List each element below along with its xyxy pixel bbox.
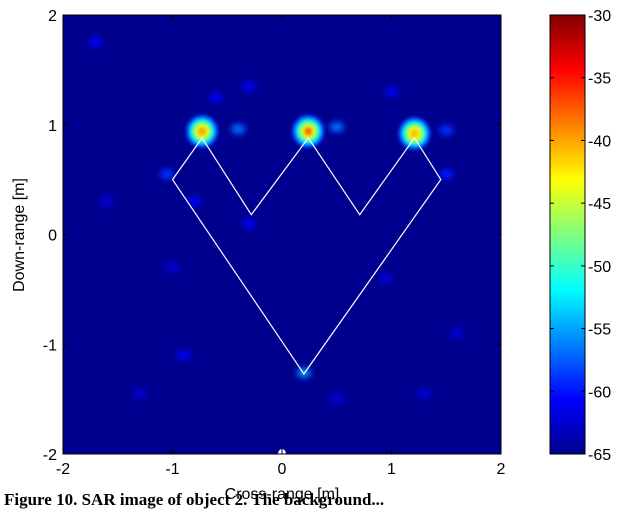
x-tick-label: -2 bbox=[56, 461, 70, 478]
weak-scatterer-6 bbox=[187, 196, 202, 207]
x-axis-label: Cross-range [m] bbox=[225, 486, 340, 503]
weak-scatterer-10 bbox=[384, 86, 399, 97]
weak-scatterer-17 bbox=[329, 394, 344, 405]
colorbar-tick-label: -30 bbox=[588, 8, 611, 25]
colorbar-tick-label: -35 bbox=[588, 71, 611, 88]
y-tick-label: -1 bbox=[43, 337, 57, 354]
x-tick-label: 0 bbox=[278, 461, 287, 478]
sar-image-background bbox=[63, 15, 501, 454]
weak-scatterer-8 bbox=[209, 92, 224, 103]
weak-scatterer-1 bbox=[329, 121, 344, 132]
weak-scatterer-3 bbox=[296, 367, 311, 378]
weak-scatterer-19 bbox=[379, 273, 394, 284]
weak-scatterer-15 bbox=[176, 350, 191, 361]
colorbar-tick-label: -45 bbox=[588, 196, 611, 213]
y-tick-label: 1 bbox=[48, 118, 57, 135]
y-tick-label: -2 bbox=[43, 447, 57, 464]
weak-scatterer-5 bbox=[439, 169, 454, 180]
weak-scatterer-4 bbox=[160, 169, 175, 180]
y-tick-label: 2 bbox=[48, 8, 57, 25]
x-tick-label: -1 bbox=[165, 461, 179, 478]
weak-scatterer-9 bbox=[242, 81, 257, 92]
weak-scatterer-7 bbox=[242, 218, 257, 229]
y-tick-label: 0 bbox=[48, 228, 57, 245]
colorbar-tick-label: -65 bbox=[588, 447, 611, 464]
colorbar bbox=[549, 14, 586, 455]
x-tick-label: 2 bbox=[497, 461, 506, 478]
x-axis: -2 -1 0 1 2 bbox=[56, 15, 506, 478]
weak-scatterer-11 bbox=[88, 37, 103, 48]
weak-scatterer-14 bbox=[450, 328, 465, 339]
sar-image-intensity bbox=[88, 37, 465, 405]
figure-caption: Figure 10. SAR image of object 2. The ba… bbox=[4, 490, 385, 509]
colorbar-tick-label: -50 bbox=[588, 259, 611, 276]
y-axis-label: Down-range [m] bbox=[11, 178, 28, 292]
x-tick-label: 1 bbox=[387, 461, 396, 478]
strong-scatterer-1 bbox=[292, 115, 325, 148]
object-outline bbox=[172, 136, 442, 375]
weak-scatterer-16 bbox=[132, 388, 147, 399]
weak-scatterer-18 bbox=[417, 388, 432, 399]
weak-scatterer-12 bbox=[99, 196, 114, 207]
colorbar-ticks: -30 -35 -40 -45 -50 -55 -60 -65 bbox=[550, 8, 611, 464]
weak-scatterer-2 bbox=[439, 125, 454, 136]
weak-scatterer-13 bbox=[165, 262, 180, 273]
strong-scatterer-0 bbox=[186, 115, 219, 148]
colorbar-tick-label: -55 bbox=[588, 322, 611, 339]
strong-scatterer-2 bbox=[398, 117, 431, 150]
y-axis: -2 -1 0 1 2 bbox=[43, 8, 501, 464]
weak-scatterer-0 bbox=[231, 124, 246, 135]
colorbar-tick-label: -60 bbox=[588, 384, 611, 401]
colorbar-tick-label: -40 bbox=[588, 133, 611, 150]
